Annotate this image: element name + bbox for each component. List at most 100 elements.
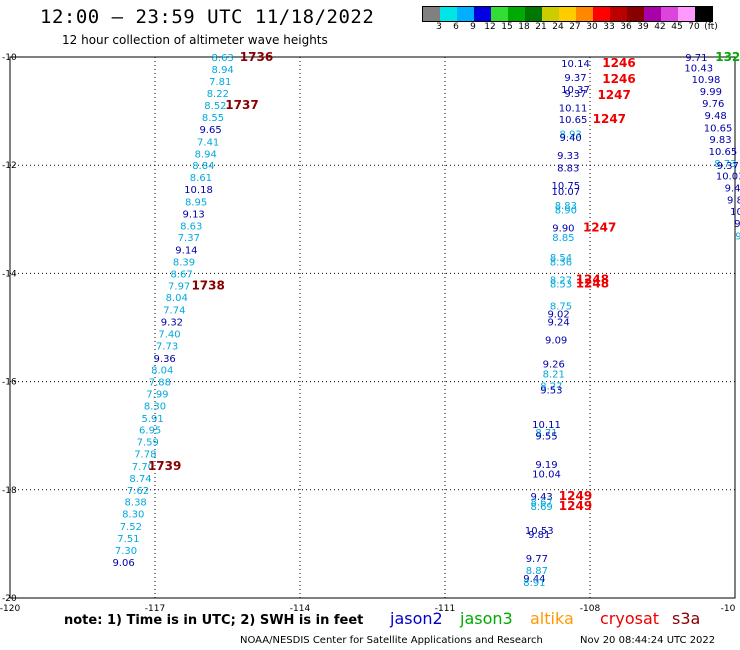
swh-value: 7.70 (132, 462, 154, 473)
swh-value: 8.38 (125, 498, 147, 509)
swh-value: 8.83 (557, 163, 579, 174)
time-label: 1248 (576, 277, 609, 291)
color-scale-label: 45 (671, 22, 683, 32)
plot-frame (9, 56, 736, 599)
legend-s3a: s3a (672, 609, 701, 628)
swh-value: 8.94 (195, 149, 217, 160)
color-scale-label: 24 (552, 22, 564, 32)
time-label: 132 (715, 50, 740, 64)
swh-value: 9.02 (547, 309, 569, 320)
y-tick-label: -16 (2, 378, 17, 388)
color-scale-label: 12 (484, 22, 496, 32)
color-scale-label: 9 (470, 22, 476, 32)
credit-text: NOAA/NESDIS Center for Satellite Applica… (240, 635, 543, 646)
color-swatch (678, 7, 695, 21)
color-swatch (644, 7, 661, 21)
swh-value: 8.67 (170, 269, 192, 280)
swh-value: 8.63 (180, 221, 202, 232)
swh-value: 8.22 (207, 89, 229, 100)
swh-value: 9.24 (547, 318, 569, 329)
swh-value: 9 (735, 232, 740, 243)
color-swatch (457, 7, 474, 21)
swh-value: 9.36 (154, 354, 176, 365)
x-tick-label: -117 (145, 604, 165, 614)
swh-value: 8.27 (550, 275, 572, 286)
time-label: 1246 (602, 72, 635, 86)
x-tick-label: -10 (721, 604, 736, 614)
swh-value: 8.30 (144, 401, 166, 412)
x-tick-label: -114 (290, 604, 311, 614)
swh-value: 6.95 (139, 426, 161, 437)
swh-value: 9.40 (560, 133, 582, 144)
swh-value: 8.55 (202, 113, 224, 124)
color-swatch (695, 7, 712, 21)
y-tick-label: -20 (2, 594, 17, 604)
color-swatch (559, 7, 576, 21)
page-title: 12:00 – 23:59 UTC 11/18/2022 (40, 6, 375, 28)
swh-value: 9.09 (545, 335, 567, 346)
y-tick-label: -12 (2, 161, 17, 171)
swh-value: 7.73 (156, 341, 178, 352)
swh-value: 8.04 (151, 366, 173, 377)
color-scale-label: 30 (586, 22, 598, 32)
y-tick-label: -14 (2, 269, 17, 279)
color-swatch (474, 7, 491, 21)
swh-value: 9.4 (725, 183, 740, 194)
color-scale-label: 27 (569, 22, 581, 32)
time-label: 1246 (602, 56, 635, 70)
time-label: 1247 (597, 88, 630, 102)
x-tick-label: -111 (435, 604, 455, 614)
swh-value: 9 (734, 219, 740, 230)
swh-value: 9.26 (543, 360, 565, 371)
swh-value: 9.37 (564, 73, 586, 84)
swh-value: 8.36 (550, 257, 572, 268)
color-scale-bar (422, 6, 713, 22)
y-tick-label: -18 (2, 486, 17, 496)
legend-jason2: jason2 (390, 609, 443, 628)
time-label: 1737 (225, 98, 258, 112)
swh-value: 5.91 (141, 414, 163, 425)
swh-value: 8.73 (714, 159, 736, 170)
time-label: 1248 (576, 272, 609, 286)
swh-value: 10.75 (552, 181, 581, 192)
swh-value: 8.53 (550, 280, 572, 291)
legend-cryosat: cryosat (600, 609, 660, 628)
swh-value: 7.81 (209, 77, 231, 88)
color-swatch (508, 7, 525, 21)
swh-value: 8.95 (185, 197, 207, 208)
color-scale-label: (ft) (704, 22, 718, 32)
swh-value: 9.37 (564, 89, 586, 100)
color-swatch (593, 7, 610, 21)
color-scale-label: 36 (620, 22, 632, 32)
swh-value: 9.32 (161, 318, 183, 329)
swh-value: 7.37 (178, 233, 200, 244)
legend-altika: altika (530, 609, 574, 628)
color-scale-label: 3 (436, 22, 442, 32)
swh-value: 9.37 (717, 161, 739, 172)
swh-value: 8.04 (166, 293, 188, 304)
swh-value: 9.55 (535, 432, 557, 443)
time-label: 1247 (593, 112, 626, 126)
color-scale-label: 33 (603, 22, 615, 32)
color-scale-label: 6 (453, 22, 459, 32)
swh-value: 7.52 (120, 522, 142, 533)
color-swatch (525, 7, 542, 21)
time-label: 1247 (583, 220, 616, 234)
swh-value: 10.53 (525, 526, 554, 537)
color-scale-label: 21 (535, 22, 547, 32)
swh-value: 8.87 (526, 566, 548, 577)
swh-value: 8.84 (192, 161, 214, 172)
swh-value: 9.65 (199, 125, 221, 136)
color-swatch (576, 7, 593, 21)
time-label: 1739 (148, 459, 181, 473)
swh-value: 10.65 (709, 147, 738, 158)
swh-value: 9.77 (526, 554, 548, 565)
time-label: 1249 (559, 489, 592, 503)
swh-value: 8.54 (550, 253, 572, 264)
color-scale-label: 42 (654, 22, 666, 32)
swh-value: 7.30 (115, 546, 137, 557)
swh-value: 7.74 (163, 306, 185, 317)
swh-value: 9.8 (727, 195, 740, 206)
swh-value: 8.61 (190, 173, 212, 184)
